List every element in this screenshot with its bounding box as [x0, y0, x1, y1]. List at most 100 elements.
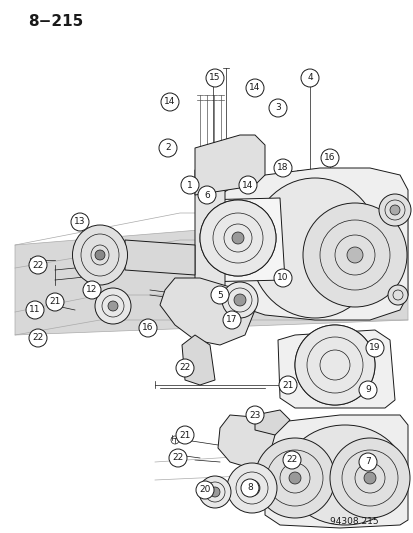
Text: 22: 22: [32, 261, 43, 270]
Text: 23: 23: [249, 410, 260, 419]
Polygon shape: [199, 198, 284, 282]
Text: 19: 19: [368, 343, 380, 352]
Polygon shape: [218, 415, 274, 468]
Circle shape: [329, 438, 409, 518]
Circle shape: [288, 472, 300, 484]
Circle shape: [389, 205, 399, 215]
Circle shape: [245, 79, 263, 97]
Circle shape: [282, 451, 300, 469]
Circle shape: [199, 200, 275, 276]
Circle shape: [294, 325, 374, 405]
Circle shape: [363, 472, 375, 484]
Circle shape: [169, 449, 187, 467]
Text: 22: 22: [32, 334, 43, 343]
Circle shape: [180, 176, 199, 194]
Circle shape: [231, 232, 243, 244]
Text: 1: 1: [187, 181, 192, 190]
Circle shape: [387, 285, 407, 305]
Circle shape: [197, 186, 216, 204]
Text: 13: 13: [74, 217, 85, 227]
Text: 8: 8: [247, 483, 252, 492]
Text: 11: 11: [29, 305, 40, 314]
Polygon shape: [15, 213, 407, 335]
Circle shape: [254, 438, 334, 518]
Circle shape: [238, 176, 256, 194]
Circle shape: [358, 381, 376, 399]
Text: 7: 7: [364, 457, 370, 466]
Circle shape: [378, 194, 410, 226]
Circle shape: [294, 325, 374, 405]
Circle shape: [206, 69, 223, 87]
Circle shape: [29, 329, 47, 347]
Circle shape: [211, 286, 228, 304]
Text: 16: 16: [142, 324, 153, 333]
Text: 22: 22: [286, 456, 297, 464]
Text: 9: 9: [364, 385, 370, 394]
Polygon shape: [195, 135, 264, 195]
Circle shape: [29, 256, 47, 274]
Polygon shape: [195, 165, 224, 300]
Text: 4: 4: [306, 74, 312, 83]
Text: 14: 14: [249, 84, 260, 93]
Text: 21: 21: [179, 431, 190, 440]
Circle shape: [199, 200, 275, 276]
Circle shape: [328, 359, 340, 371]
Ellipse shape: [72, 225, 127, 285]
Text: 6: 6: [204, 190, 209, 199]
Text: 10: 10: [277, 273, 288, 282]
Circle shape: [46, 293, 64, 311]
Polygon shape: [254, 410, 289, 435]
Polygon shape: [219, 168, 407, 320]
Text: 14: 14: [242, 181, 253, 190]
Circle shape: [95, 288, 131, 324]
Circle shape: [159, 139, 177, 157]
Text: 17: 17: [225, 316, 237, 325]
Circle shape: [273, 269, 291, 287]
Text: 94308 215: 94308 215: [329, 518, 378, 527]
Circle shape: [346, 247, 362, 263]
Text: 16: 16: [323, 154, 335, 163]
Circle shape: [199, 476, 230, 508]
Circle shape: [240, 479, 259, 497]
Circle shape: [223, 311, 240, 329]
Text: 21: 21: [282, 381, 293, 390]
Ellipse shape: [284, 425, 404, 525]
Circle shape: [358, 453, 376, 471]
Text: 14: 14: [164, 98, 175, 107]
Ellipse shape: [249, 178, 379, 318]
Circle shape: [320, 149, 338, 167]
Text: 8−215: 8−215: [28, 14, 83, 29]
Circle shape: [278, 376, 296, 394]
Circle shape: [243, 480, 259, 496]
Circle shape: [209, 487, 219, 497]
Circle shape: [83, 281, 101, 299]
Circle shape: [26, 301, 44, 319]
Circle shape: [268, 99, 286, 117]
Text: 12: 12: [86, 286, 97, 295]
Circle shape: [108, 301, 118, 311]
Circle shape: [365, 339, 383, 357]
Circle shape: [221, 282, 257, 318]
Text: 15: 15: [209, 74, 220, 83]
Polygon shape: [159, 278, 254, 345]
Circle shape: [139, 319, 157, 337]
Polygon shape: [182, 335, 214, 385]
Circle shape: [161, 93, 178, 111]
Circle shape: [302, 203, 406, 307]
Circle shape: [273, 159, 291, 177]
Circle shape: [245, 406, 263, 424]
Circle shape: [176, 359, 194, 377]
Text: 22: 22: [172, 454, 183, 463]
Circle shape: [226, 463, 276, 513]
Text: 3: 3: [275, 103, 280, 112]
Polygon shape: [264, 415, 407, 528]
Polygon shape: [277, 330, 394, 408]
Text: 21: 21: [49, 297, 61, 306]
Text: 2: 2: [165, 143, 171, 152]
Circle shape: [95, 250, 105, 260]
Text: 20: 20: [199, 486, 210, 495]
Circle shape: [176, 426, 194, 444]
Text: 5: 5: [216, 290, 222, 300]
Circle shape: [300, 69, 318, 87]
Polygon shape: [125, 240, 195, 275]
